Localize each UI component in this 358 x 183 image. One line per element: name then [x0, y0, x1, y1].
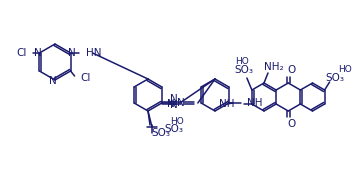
- Text: N: N: [170, 94, 178, 104]
- Text: SO₃: SO₃: [164, 124, 183, 134]
- Text: N: N: [34, 48, 41, 58]
- Text: O: O: [287, 119, 295, 129]
- Text: N: N: [49, 76, 57, 86]
- Text: NH₂: NH₂: [264, 62, 284, 72]
- Text: SO₃: SO₃: [234, 65, 253, 75]
- Text: NH: NH: [247, 98, 262, 108]
- Text: HN: HN: [86, 48, 101, 58]
- Text: O: O: [287, 65, 295, 75]
- Text: NH: NH: [219, 99, 235, 109]
- Text: N: N: [68, 48, 76, 58]
- Text: Cl: Cl: [16, 48, 26, 58]
- Text: HO: HO: [235, 57, 249, 66]
- Text: HO: HO: [339, 66, 352, 74]
- Text: SO₃: SO₃: [325, 73, 344, 83]
- Text: HO: HO: [170, 117, 184, 126]
- Text: N: N: [170, 100, 178, 110]
- Text: SO₃: SO₃: [151, 128, 170, 138]
- Text: Cl: Cl: [81, 73, 91, 83]
- Text: N: N: [167, 99, 175, 109]
- Text: N: N: [177, 98, 185, 108]
